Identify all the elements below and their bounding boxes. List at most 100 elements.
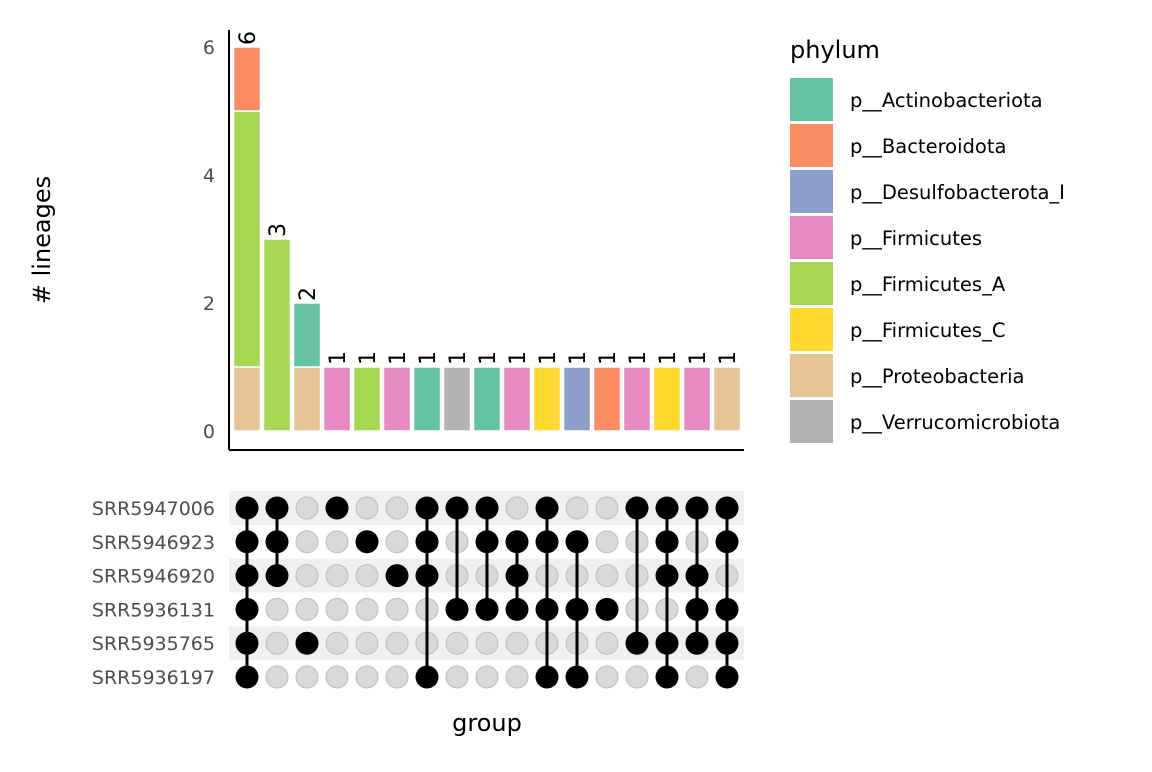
bar-segment: [292, 366, 322, 432]
set-label: SRR5947006: [92, 498, 215, 520]
matrix-dot-filled: [235, 564, 259, 588]
bar-segment: [232, 110, 262, 368]
set-label: SRR5936197: [92, 667, 215, 689]
matrix-dot-filled: [415, 564, 439, 588]
matrix-dot-filled: [565, 597, 589, 621]
matrix-dot-filled: [655, 530, 679, 554]
bar-value-label: 1: [506, 351, 531, 365]
bar-value-label: 1: [716, 351, 741, 365]
matrix-dot-filled: [715, 597, 739, 621]
bar-value-label: 1: [686, 351, 711, 365]
x-axis-label: group: [452, 709, 522, 737]
matrix-dot-empty: [595, 665, 619, 689]
matrix-dot-empty: [475, 631, 499, 655]
bar-segment: [232, 366, 262, 432]
legend-swatch: [790, 262, 833, 305]
matrix-dot-filled: [505, 564, 529, 588]
bar-value-label: 2: [296, 287, 321, 301]
matrix-dot-empty: [445, 665, 469, 689]
legend-entry-label: p__Firmicutes: [850, 227, 982, 250]
matrix-dot-filled: [655, 496, 679, 520]
matrix-dot-empty: [385, 597, 409, 621]
matrix-dot-empty: [385, 631, 409, 655]
bar-segment: [652, 366, 682, 432]
legend-entry-label: p__Firmicutes_A: [850, 273, 1006, 296]
y-tick-label: 4: [203, 165, 215, 187]
matrix-dot-empty: [295, 597, 319, 621]
legend-title: phylum: [790, 36, 880, 64]
bar-segment: [262, 238, 292, 432]
bar-segment: [472, 366, 502, 432]
bar-value-label: 6: [236, 31, 261, 45]
matrix-dot-empty: [475, 665, 499, 689]
legend-swatch: [790, 308, 833, 351]
matrix-dot-filled: [415, 496, 439, 520]
matrix-dot-empty: [355, 665, 379, 689]
matrix-dot-filled: [685, 597, 709, 621]
legend-swatch: [790, 400, 833, 443]
matrix-dot-empty: [505, 665, 529, 689]
matrix-dot-filled: [715, 631, 739, 655]
matrix-dot-filled: [235, 665, 259, 689]
matrix-dot-empty: [325, 530, 349, 554]
legend-entry-label: p__Actinobacteriota: [850, 89, 1043, 112]
matrix-dot-filled: [235, 597, 259, 621]
legend-entry-label: p__Verrucomicrobiota: [850, 411, 1060, 434]
y-tick-label: 2: [203, 293, 215, 315]
matrix-dot-filled: [685, 564, 709, 588]
bar-segment: [562, 366, 592, 432]
bar-segment: [382, 366, 412, 432]
bar-value-label: 1: [596, 351, 621, 365]
bar-value-label: 1: [416, 351, 441, 365]
bar-segment: [232, 46, 262, 112]
matrix-dot-filled: [265, 530, 289, 554]
matrix-dot-filled: [265, 564, 289, 588]
legend-entry-label: p__Proteobacteria: [850, 365, 1024, 388]
matrix-dot-filled: [475, 496, 499, 520]
matrix-dot-empty: [445, 631, 469, 655]
matrix-dot-empty: [595, 631, 619, 655]
matrix-dot-filled: [565, 530, 589, 554]
matrix-dot-empty: [295, 496, 319, 520]
matrix-dot-empty: [265, 631, 289, 655]
set-label: SRR5935765: [92, 633, 215, 655]
matrix-dot-empty: [565, 496, 589, 520]
bar-value-label: 1: [626, 351, 651, 365]
matrix-dot-empty: [325, 665, 349, 689]
matrix-dot-empty: [355, 564, 379, 588]
matrix-dot-empty: [265, 665, 289, 689]
legend-layer: phylum p__Actinobacteriota p__Bacteroidota…: [790, 36, 1065, 443]
matrix-dot-filled: [625, 496, 649, 520]
matrix-dot-empty: [295, 665, 319, 689]
bar-value-label: 1: [446, 351, 471, 365]
bar-segment: [712, 366, 742, 432]
matrix-dot-filled: [715, 665, 739, 689]
y-axis-label: # lineages: [28, 176, 56, 304]
matrix-dot-filled: [625, 631, 649, 655]
matrix-dot-empty: [595, 564, 619, 588]
matrix-dot-empty: [325, 564, 349, 588]
matrix-dot-filled: [385, 564, 409, 588]
bar-segment: [622, 366, 652, 432]
matrix-dot-filled: [565, 665, 589, 689]
matrix-dot-empty: [685, 665, 709, 689]
matrix-dot-empty: [355, 496, 379, 520]
matrix-dot-filled: [535, 496, 559, 520]
set-label: SRR5946923: [92, 532, 215, 554]
matrix-dot-filled: [685, 496, 709, 520]
matrix-dot-filled: [655, 631, 679, 655]
legend-entry-label: p__Firmicutes_C: [850, 319, 1005, 342]
bar-segment: [532, 366, 562, 432]
matrix-dot-empty: [295, 564, 319, 588]
matrix-dot-empty: [505, 631, 529, 655]
matrix-layer: SRR5947006 SRR5946923 SRR5946920 SRR5936131…: [92, 491, 744, 689]
matrix-dot-filled: [415, 530, 439, 554]
bar-segment: [292, 302, 322, 368]
bar-segment: [442, 366, 472, 432]
y-tick-label: 6: [203, 37, 215, 59]
matrix-dot-filled: [235, 631, 259, 655]
bar-value-label: 1: [656, 351, 681, 365]
